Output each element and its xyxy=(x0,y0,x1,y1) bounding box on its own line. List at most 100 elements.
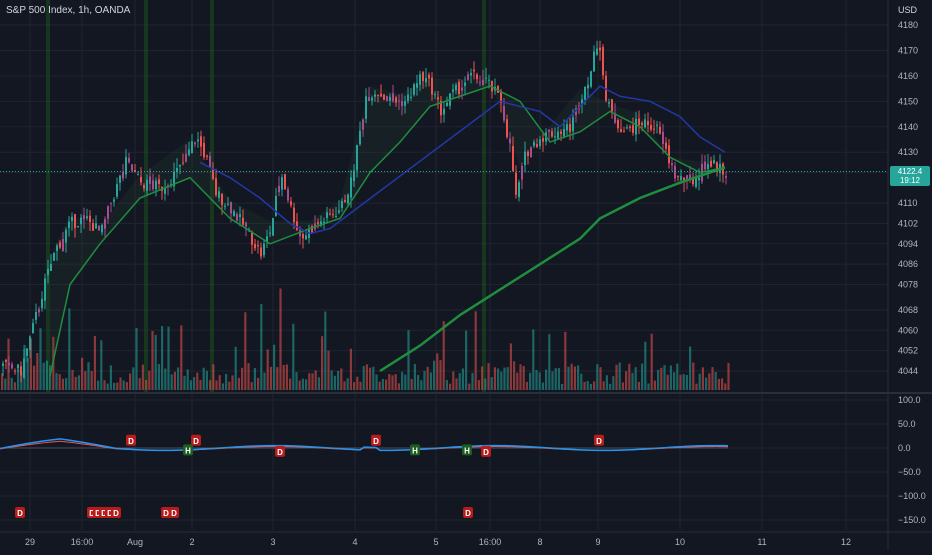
candle-body xyxy=(407,94,409,101)
candle-body xyxy=(239,214,241,217)
candle-body xyxy=(104,219,106,229)
volume-bar xyxy=(314,370,317,390)
volume-bar xyxy=(109,365,112,390)
volume-bar xyxy=(455,378,458,390)
volume-bar xyxy=(369,367,372,390)
candle-body xyxy=(149,176,151,184)
volume-bar xyxy=(410,378,413,390)
candle-body xyxy=(518,182,520,198)
candle-body xyxy=(29,336,31,351)
bottom-signal-label: D xyxy=(95,509,101,518)
candle-body xyxy=(41,298,43,309)
candle-body xyxy=(266,236,268,242)
signal-badge-up xyxy=(462,444,472,456)
candle-body xyxy=(212,168,214,179)
volume-bar xyxy=(557,368,560,390)
volume-bar xyxy=(525,381,528,390)
volume-bar xyxy=(321,336,324,390)
candle-body xyxy=(278,185,280,193)
candle-body xyxy=(455,84,457,91)
volume-bar xyxy=(458,373,461,390)
candle-body xyxy=(284,174,286,190)
bottom-signal-label: D xyxy=(113,509,119,518)
bottom-signal-badge xyxy=(463,507,473,518)
signal-badge-label: H xyxy=(412,446,418,455)
volume-bar xyxy=(77,375,80,390)
candle-body xyxy=(539,139,541,147)
volume-bar xyxy=(199,379,202,390)
volume-bar xyxy=(711,367,714,390)
volume-bar xyxy=(349,348,352,390)
volume-bar xyxy=(660,367,663,390)
candle-body xyxy=(353,170,355,181)
candle-body xyxy=(269,232,271,234)
candle-body xyxy=(305,235,307,240)
candle-body xyxy=(62,239,64,252)
candle-body xyxy=(257,244,259,247)
price-axis-label: 4102 xyxy=(898,218,918,228)
candle-body xyxy=(662,131,664,144)
candle-body xyxy=(710,160,712,167)
volume-bar xyxy=(417,374,420,390)
candle-body xyxy=(641,123,643,126)
candle-body xyxy=(164,187,166,194)
candle-body xyxy=(281,177,283,190)
volume-bar xyxy=(429,372,432,390)
volume-bar xyxy=(269,366,272,390)
volume-bar xyxy=(631,372,634,390)
candle-body xyxy=(473,69,475,72)
volume-bar xyxy=(468,383,471,390)
volume-bar xyxy=(391,375,394,390)
volume-bar xyxy=(577,365,580,390)
volume-bar xyxy=(484,378,487,390)
volume-bar xyxy=(106,383,109,390)
candle-body xyxy=(326,212,328,218)
candle-body xyxy=(371,97,373,101)
candle-body xyxy=(587,84,589,89)
volume-bar xyxy=(689,346,692,390)
candle-body xyxy=(221,193,223,205)
volume-bar xyxy=(365,364,368,390)
volume-bar xyxy=(423,371,426,390)
volume-bar xyxy=(100,340,103,390)
volume-bar xyxy=(260,304,263,390)
volume-bar xyxy=(439,360,442,390)
volume-bar xyxy=(135,327,138,390)
volume-bar xyxy=(282,364,285,390)
candle-body xyxy=(554,136,556,138)
volume-bar xyxy=(212,364,215,390)
volume-bar xyxy=(330,370,333,390)
volume-bar xyxy=(202,367,205,390)
bottom-signal-label: D xyxy=(171,509,177,518)
candle-body xyxy=(542,138,544,142)
volume-bar xyxy=(573,366,576,390)
volume-bar xyxy=(301,378,304,390)
bottom-signal-label: D xyxy=(89,509,95,518)
candle-body xyxy=(491,80,493,92)
candle-body xyxy=(512,146,514,172)
volume-bar xyxy=(90,371,93,390)
volume-bar xyxy=(605,375,608,390)
candle-body xyxy=(560,131,562,134)
candle-body xyxy=(254,244,256,249)
bottom-signal-label: D xyxy=(107,509,113,518)
candle-body xyxy=(569,123,571,132)
volume-bar xyxy=(708,373,711,390)
candle-body xyxy=(677,176,679,178)
candle-body xyxy=(236,214,238,221)
moving-average-ma_fast xyxy=(49,85,726,377)
candle-body xyxy=(689,174,691,179)
candle-body xyxy=(638,118,640,125)
candle-body xyxy=(44,278,46,301)
volume-bar xyxy=(241,367,244,390)
candle-body xyxy=(398,100,400,102)
candle-body xyxy=(173,171,175,187)
ma-cloud xyxy=(50,78,725,377)
volume-bar xyxy=(653,380,656,390)
candle-body xyxy=(656,124,658,126)
candle-body xyxy=(14,370,16,372)
signal-badge-label: D xyxy=(128,437,134,446)
candle-body xyxy=(533,141,535,146)
